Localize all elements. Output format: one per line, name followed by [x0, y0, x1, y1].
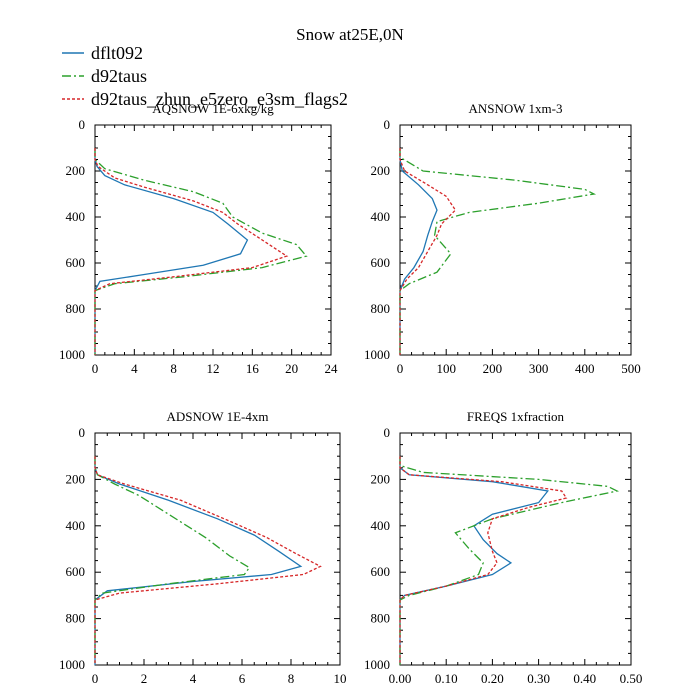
y-tick-label: 800 — [371, 301, 391, 316]
y-tick-label: 600 — [66, 564, 86, 579]
figure-title: Snow at25E,0N — [296, 25, 404, 44]
legend-label: d92taus — [91, 66, 147, 86]
x-tick-label: 0.30 — [527, 671, 550, 686]
x-tick-label: 0.10 — [435, 671, 458, 686]
y-tick-label: 0 — [384, 425, 391, 440]
y-tick-label: 800 — [66, 611, 86, 626]
x-tick-label: 4 — [190, 671, 197, 686]
x-tick-label: 400 — [575, 361, 595, 376]
y-tick-label: 400 — [66, 209, 86, 224]
x-tick-label: 4 — [131, 361, 138, 376]
x-tick-label: 100 — [436, 361, 456, 376]
x-tick-label: 0 — [92, 361, 99, 376]
legend-label: dflt092 — [91, 43, 143, 63]
series-line-d92taus — [94, 148, 308, 355]
y-tick-label: 200 — [371, 163, 391, 178]
panel-title: ANSNOW 1xm-3 — [468, 101, 562, 116]
series-line-d92taus — [399, 148, 597, 355]
plot-frame — [94, 124, 332, 356]
y-tick-label: 1000 — [364, 347, 390, 362]
series-line-dflt092 — [399, 456, 549, 665]
y-tick-label: 600 — [371, 564, 391, 579]
panel-1: AQSNOW 1E-6xkg/kg 0 4 8 12 16 20 24 0 200 400 600 80… — [59, 101, 338, 376]
y-tick-label: 0 — [384, 117, 391, 132]
panel-title: FREQS 1xfraction — [467, 409, 565, 424]
series-line-dflt092 — [94, 148, 249, 355]
series-line-dflt092 — [94, 456, 303, 665]
x-tick-label: 8 — [170, 361, 177, 376]
y-tick-label: 0 — [79, 425, 86, 440]
x-tick-label: 0.50 — [620, 671, 643, 686]
x-tick-label: 16 — [246, 361, 260, 376]
series-line-d92taus_zhun_e5zero_e3sm_flags2 — [399, 456, 568, 665]
chart-panels: AQSNOW 1E-6xkg/kg0 4 8 12 16 20 24020040060080… — [59, 101, 642, 686]
panel-3: ADSNOW 1E-4xm 0 2 4 6 8 10 0 200 400 600 800 1000 — [59, 409, 347, 686]
panel-4: FREQS 1xfraction 0.00 0.10 0.20 0.30 0.40 0.50… — [364, 409, 642, 686]
plot-frame — [94, 432, 341, 666]
series-line-d92taus — [94, 456, 251, 665]
y-tick-label: 600 — [371, 255, 391, 270]
x-tick-label: 300 — [529, 361, 549, 376]
y-tick-label: 1000 — [59, 347, 85, 362]
panel-title: AQSNOW 1E-6xkg/kg — [152, 101, 274, 116]
y-tick-label: 400 — [371, 209, 391, 224]
x-tick-label: 12 — [207, 361, 220, 376]
x-tick-label: 0 — [397, 361, 404, 376]
series-line-d92taus_zhun_e5zero_e3sm_flags2 — [399, 148, 457, 355]
y-tick-label: 800 — [371, 611, 391, 626]
x-tick-label: 20 — [285, 361, 298, 376]
y-tick-label: 400 — [66, 518, 86, 533]
plot-frame — [399, 432, 632, 666]
x-tick-label: 6 — [239, 671, 246, 686]
panel-title: ADSNOW 1E-4xm — [167, 409, 269, 424]
x-tick-label: 24 — [325, 361, 339, 376]
y-tick-label: 200 — [371, 471, 391, 486]
y-tick-label: 200 — [66, 471, 86, 486]
x-tick-label: 500 — [621, 361, 641, 376]
x-tick-label: 0 — [92, 671, 99, 686]
x-tick-label: 0.00 — [389, 671, 412, 686]
y-tick-label: 1000 — [59, 657, 85, 672]
x-tick-label: 2 — [141, 671, 148, 686]
y-tick-label: 600 — [66, 255, 86, 270]
y-tick-label: 1000 — [364, 657, 390, 672]
x-tick-label: 10 — [334, 671, 347, 686]
y-tick-label: 400 — [371, 518, 391, 533]
y-tick-label: 800 — [66, 301, 86, 316]
legend-label: d92taus_zhun_e5zero_e3sm_flags2 — [91, 89, 348, 109]
x-tick-label: 0.40 — [573, 671, 596, 686]
series-line-d92taus_zhun_e5zero_e3sm_flags2 — [94, 456, 322, 665]
panel-2: ANSNOW 1xm-3 0 100 200 300 400 500 0 200 400 600 80… — [364, 101, 641, 376]
series-line-dflt092 — [399, 148, 438, 355]
x-tick-label: 8 — [288, 671, 295, 686]
legend: dflt092 d92taus d92taus_zhun_e5zero_e3sm_f… — [62, 43, 348, 109]
series-line-d92taus_zhun_e5zero_e3sm_flags2 — [94, 148, 289, 355]
y-tick-label: 0 — [79, 117, 86, 132]
y-tick-label: 200 — [66, 163, 86, 178]
series-line-d92taus — [399, 456, 620, 665]
x-tick-label: 0.20 — [481, 671, 504, 686]
x-tick-label: 200 — [483, 361, 503, 376]
